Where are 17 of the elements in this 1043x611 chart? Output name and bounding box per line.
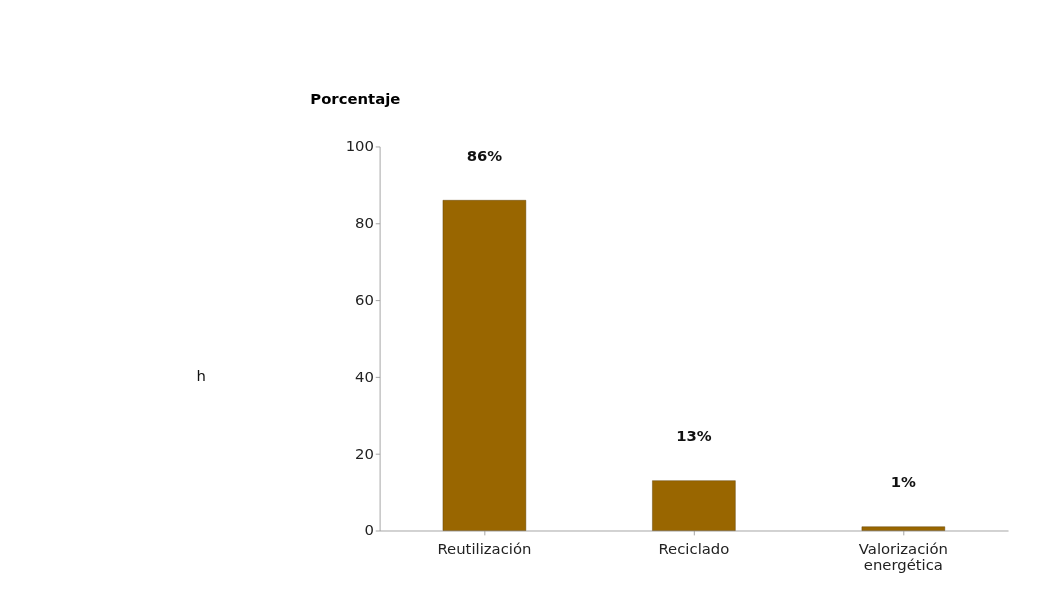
y-axis-title: Porcentaje (310, 90, 401, 108)
y-tick-label: 80 (355, 214, 374, 232)
x-tick-label: Reutilización (437, 539, 532, 557)
y-tick-label: 20 (355, 444, 374, 462)
data-label: 1% (890, 473, 917, 491)
data-label: 86% (466, 147, 503, 165)
bar (861, 526, 946, 531)
y-tick-label: 40 (355, 367, 374, 385)
x-tick-label: Valorización energética (858, 539, 948, 574)
x-tick-label: Reciclado (658, 539, 730, 557)
text: h (196, 367, 206, 385)
data-label: 13% (676, 427, 712, 445)
y-tick-label: 60 (355, 290, 374, 308)
y-tick-label: 0 (364, 521, 374, 539)
bar (652, 480, 736, 531)
y-tick-label: 100 (345, 137, 374, 155)
bar (442, 200, 527, 531)
